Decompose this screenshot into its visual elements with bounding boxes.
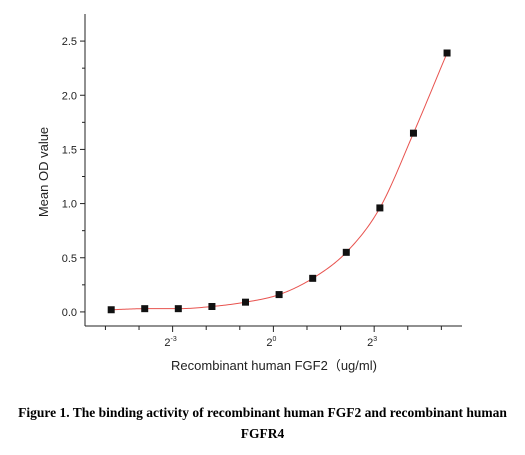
y-tick-label-1: 0.5 xyxy=(62,253,77,265)
y-tick-label-3: 1.5 xyxy=(62,144,77,156)
data-point xyxy=(376,204,384,212)
x-tick-label-0: 2-3 xyxy=(164,336,176,349)
y-tick-label-2: 1.0 xyxy=(62,199,77,211)
caption-line-1: Figure 1. The binding activity of recomb… xyxy=(18,405,507,420)
x-axis: 2-3 20 23 xyxy=(85,325,462,349)
x-axis-title: Recombinant human FGF2（ug/ml) xyxy=(171,358,377,373)
x-tick-label-1: 20 xyxy=(266,336,276,349)
y-tick-label-4: 2.0 xyxy=(62,90,77,102)
caption-line-2: FGFR4 xyxy=(240,426,285,441)
data-point xyxy=(141,305,149,313)
data-point xyxy=(409,129,417,137)
fit-curve xyxy=(111,52,448,311)
data-point xyxy=(275,291,283,299)
chart: 0.0 0.5 1.0 1.5 2.0 2.5 2-3 20 23 Recombinant h… xyxy=(36,14,462,373)
data-point xyxy=(107,306,115,314)
data-point xyxy=(309,274,317,282)
data-point xyxy=(443,49,451,57)
y-tick-label-0: 0.0 xyxy=(62,307,77,319)
figure-caption: Figure 1. The binding activity of recomb… xyxy=(0,402,525,444)
y-tick-label-5: 2.5 xyxy=(62,36,77,48)
x-tick-label-2: 23 xyxy=(367,336,377,349)
data-point xyxy=(208,303,216,310)
y-axis: 0.0 0.5 1.0 1.5 2.0 2.5 xyxy=(62,14,86,326)
y-axis-title: Mean OD value xyxy=(36,127,51,217)
data-points xyxy=(107,49,451,314)
data-point xyxy=(242,298,250,306)
data-point xyxy=(342,248,350,256)
data-point xyxy=(174,305,182,313)
